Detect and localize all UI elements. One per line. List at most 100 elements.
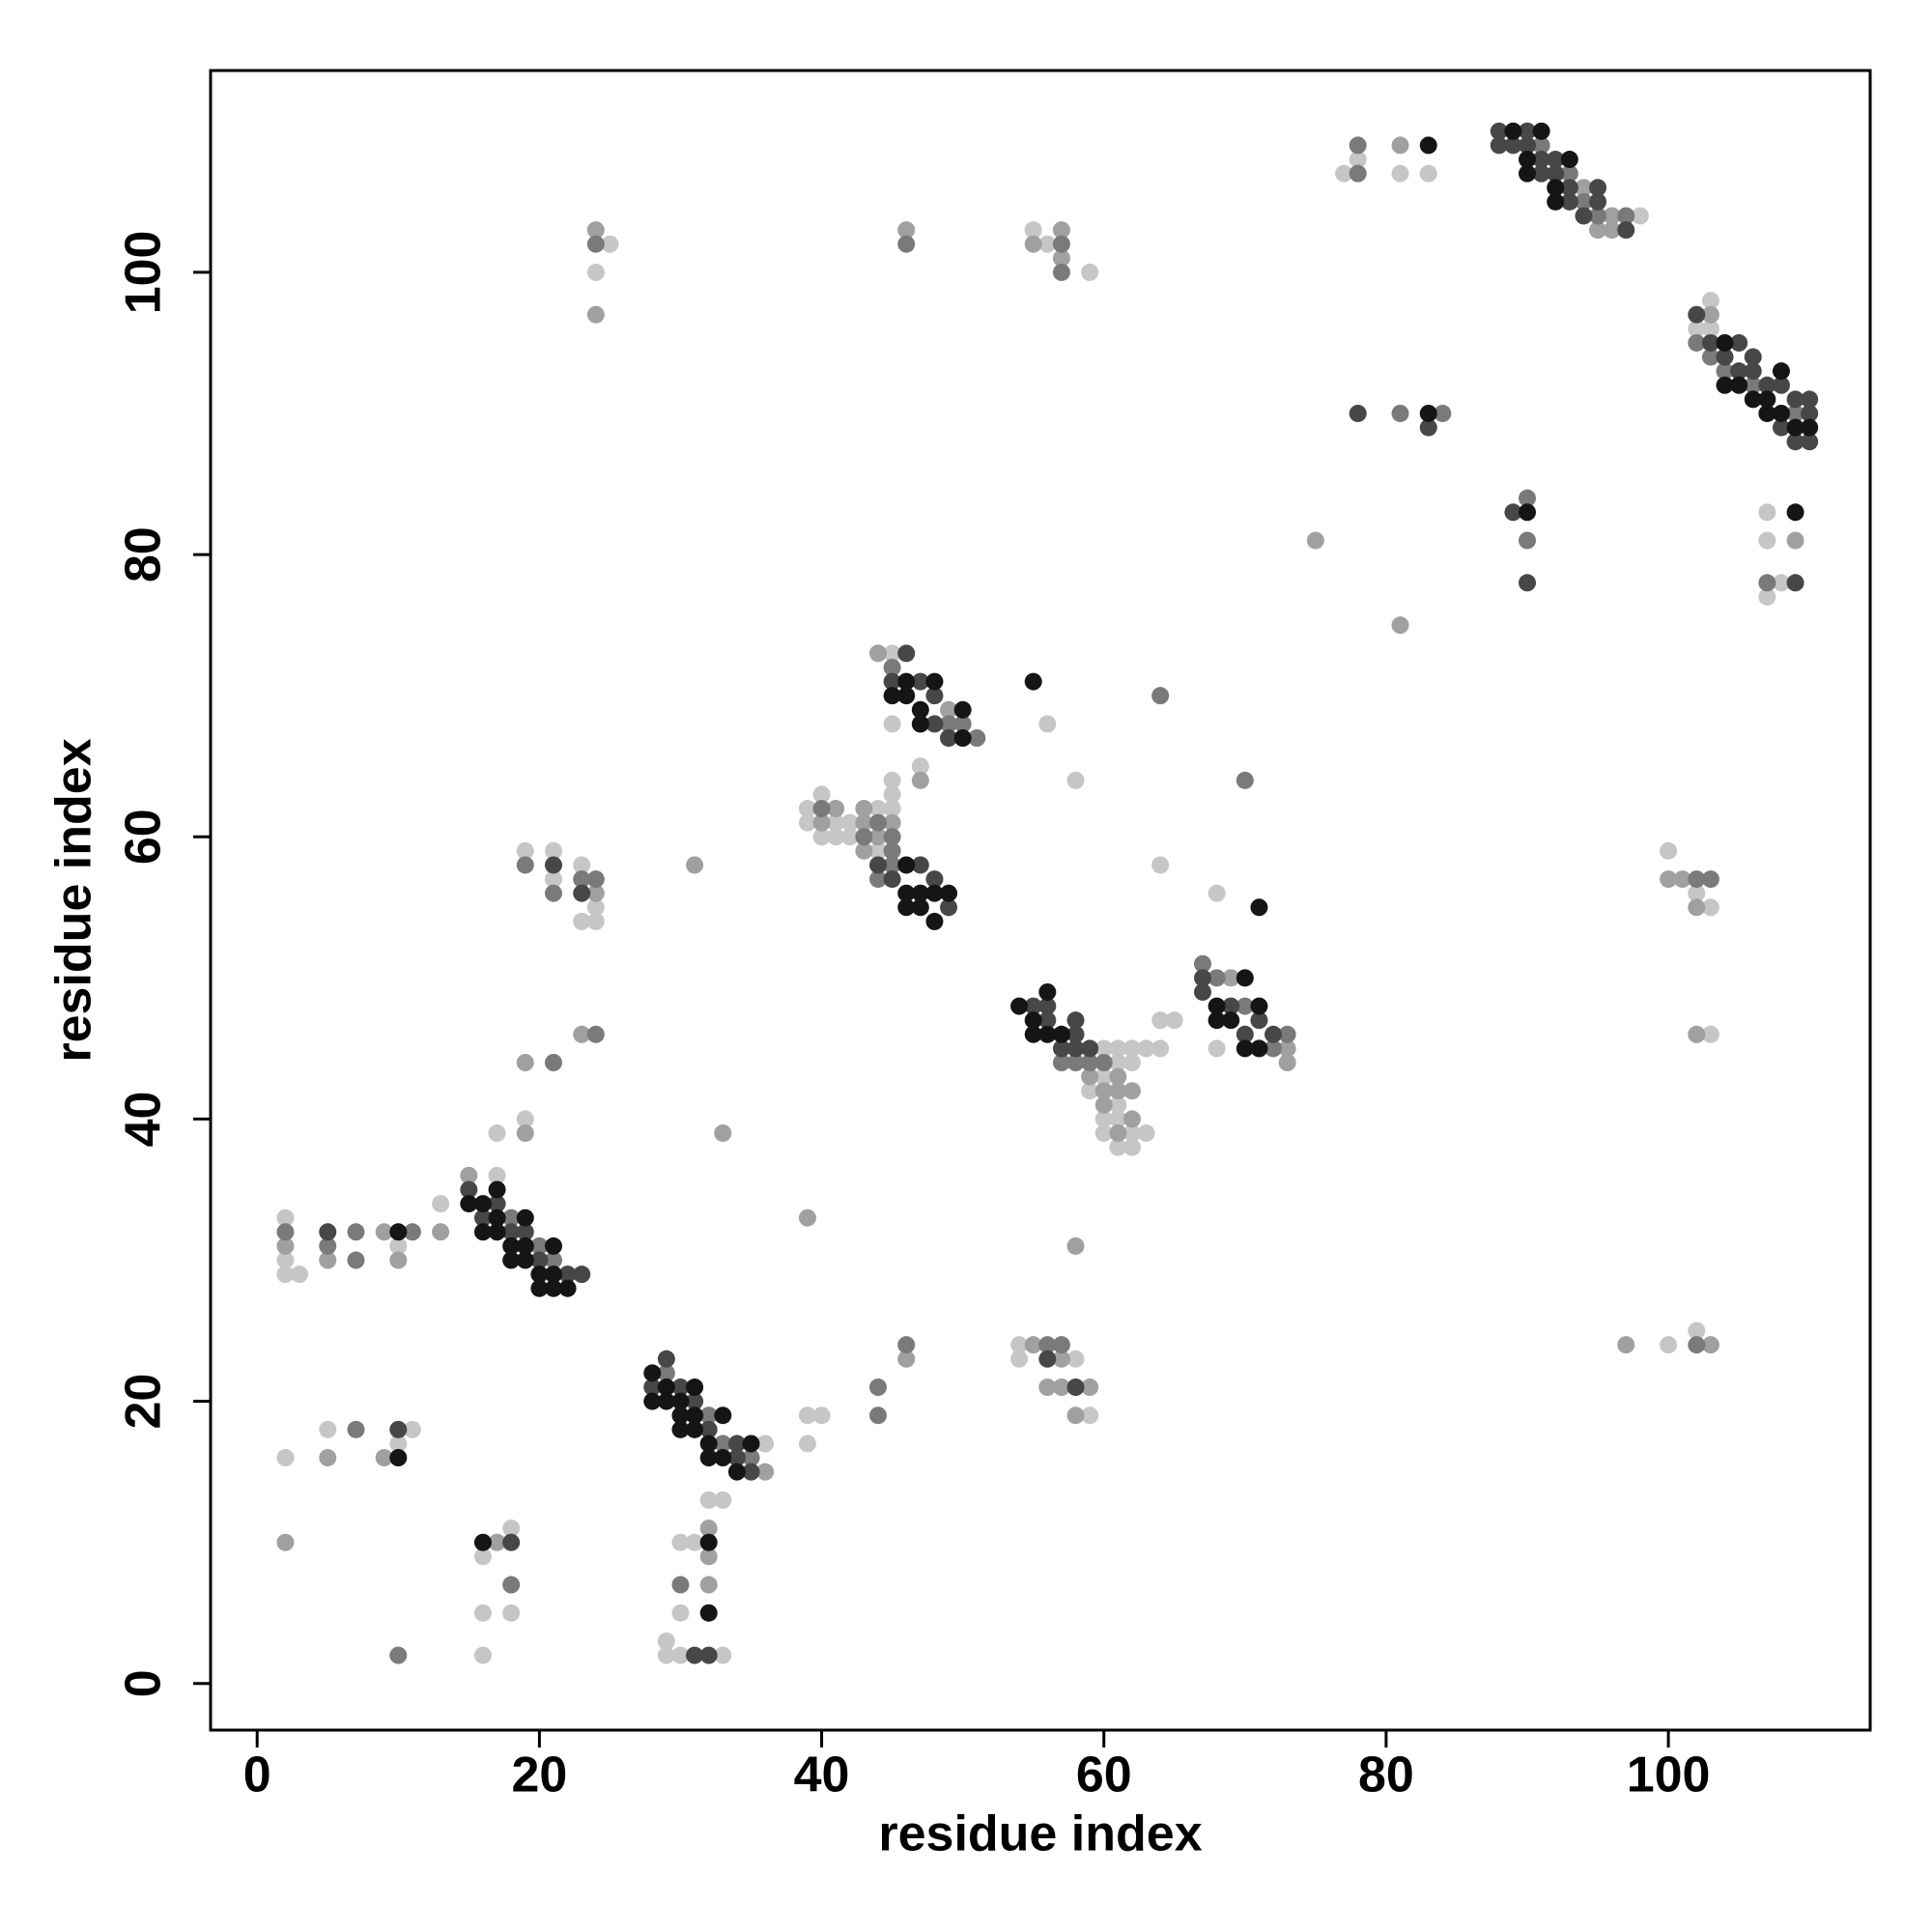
- contact-point: [699, 1646, 718, 1664]
- contact-point: [1589, 192, 1607, 211]
- contact-point: [1532, 151, 1550, 169]
- contact-point: [699, 1548, 718, 1566]
- contact-point: [586, 912, 605, 930]
- contact-point: [953, 728, 972, 747]
- points: [276, 122, 1819, 1664]
- contact-point: [699, 1576, 718, 1594]
- contact-point: [643, 1378, 662, 1397]
- contact-point: [1391, 136, 1409, 155]
- contact-point: [1250, 898, 1268, 917]
- contact-point: [868, 841, 887, 860]
- contact-point: [1716, 362, 1734, 381]
- contact-point: [699, 1449, 718, 1467]
- contact-point: [868, 644, 887, 663]
- contact-point: [1786, 574, 1804, 592]
- contact-point: [953, 700, 972, 719]
- contact-point: [516, 1110, 534, 1128]
- contact-point: [911, 700, 929, 719]
- contact-point: [1519, 136, 1537, 155]
- contact-point: [883, 644, 901, 663]
- contact-point: [1122, 1054, 1141, 1072]
- contact-point: [798, 1208, 816, 1227]
- contact-point: [1801, 418, 1819, 437]
- x-tick-label: 80: [1358, 1747, 1414, 1804]
- contact-point: [1589, 179, 1607, 197]
- contact-point: [473, 1646, 492, 1664]
- contact-point: [347, 1420, 365, 1438]
- contact-point: [840, 813, 859, 832]
- contact-point: [1701, 305, 1719, 324]
- contact-point: [940, 715, 958, 733]
- contact-point: [911, 771, 929, 789]
- contact-point: [1688, 898, 1706, 917]
- contact-point: [586, 221, 605, 240]
- contact-point: [1772, 376, 1790, 394]
- contact-point: [1688, 333, 1706, 352]
- contact-point: [530, 1251, 549, 1269]
- y-tick-label: 40: [116, 1092, 172, 1148]
- contact-point: [897, 856, 916, 874]
- contact-point: [276, 1533, 295, 1551]
- contact-point: [1730, 376, 1748, 394]
- contact-point: [699, 1533, 718, 1551]
- x-tick-label: 20: [511, 1747, 567, 1804]
- contact-point: [1786, 418, 1804, 437]
- contact-point: [1264, 1039, 1283, 1058]
- contact-point: [1024, 672, 1042, 691]
- contact-point: [276, 1449, 295, 1467]
- contact-point: [1122, 1124, 1141, 1143]
- contact-point: [1208, 1039, 1226, 1058]
- contact-point: [586, 884, 605, 902]
- contact-point: [1786, 433, 1804, 451]
- contact-point: [1109, 1067, 1127, 1086]
- contact-point: [389, 1646, 408, 1664]
- contact-point: [516, 841, 534, 860]
- contact-point: [1038, 1336, 1057, 1354]
- contact-point: [714, 1449, 732, 1467]
- contact-point: [657, 1392, 675, 1410]
- contact-point: [502, 1236, 521, 1255]
- contact-point: [1122, 1039, 1141, 1058]
- contact-point: [516, 1251, 534, 1269]
- contact-point: [1519, 574, 1537, 592]
- contact-point: [544, 1236, 562, 1255]
- contact-point: [276, 1208, 295, 1227]
- contact-point: [1349, 164, 1367, 183]
- contact-point: [940, 884, 958, 902]
- contact-point: [473, 1533, 492, 1551]
- contact-point: [1010, 1350, 1029, 1368]
- contact-point: [1801, 390, 1819, 409]
- contact-point: [276, 1251, 295, 1269]
- contact-point: [1278, 1025, 1296, 1043]
- contact-point: [798, 1406, 816, 1425]
- contact-point: [473, 1604, 492, 1622]
- contact-point: [1434, 404, 1452, 422]
- contact-point: [657, 1350, 675, 1368]
- contact-point: [1151, 1011, 1170, 1030]
- contact-point: [1236, 771, 1254, 789]
- contact-point: [1744, 376, 1762, 394]
- contact-point: [1094, 1095, 1113, 1114]
- contact-point: [1038, 997, 1057, 1015]
- contact-point: [558, 1279, 577, 1297]
- contact-point: [375, 1449, 393, 1467]
- contact-point: [840, 828, 859, 846]
- contact-point: [1194, 969, 1212, 987]
- contact-point: [940, 728, 958, 747]
- contact-point: [742, 1463, 760, 1481]
- contact-point: [1772, 362, 1790, 381]
- contact-point: [1250, 1039, 1268, 1058]
- contact-point: [686, 1406, 704, 1425]
- contact-point: [686, 1378, 704, 1397]
- contact-point: [1081, 263, 1099, 281]
- contact-point: [1575, 179, 1593, 197]
- contact-point: [1701, 898, 1719, 917]
- contact-point: [1786, 531, 1804, 550]
- contact-point: [319, 1223, 337, 1241]
- contact-point: [1701, 320, 1719, 338]
- contact-point: [883, 672, 901, 691]
- contact-point: [319, 1420, 337, 1438]
- contact-point: [1250, 1011, 1268, 1030]
- contact-point: [1801, 433, 1819, 451]
